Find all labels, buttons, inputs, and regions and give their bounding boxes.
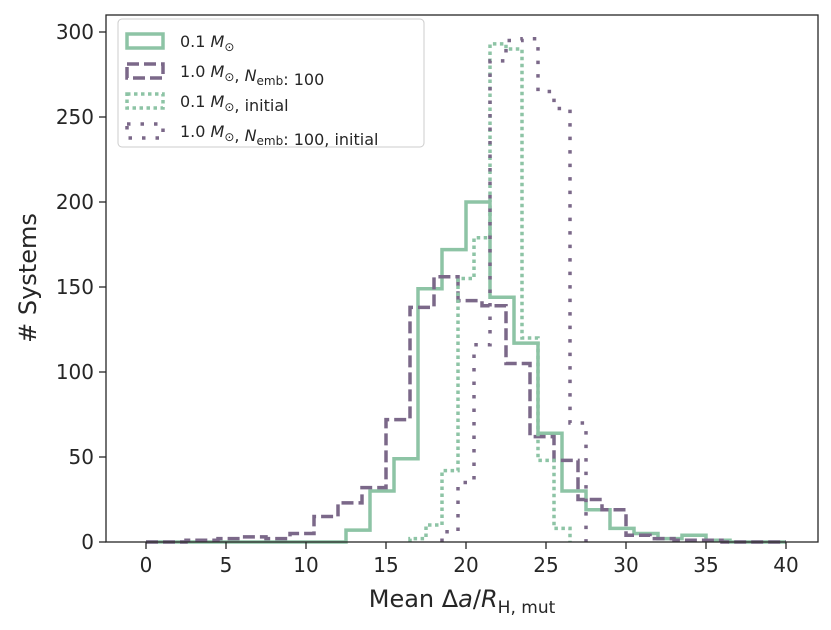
x-tick-label: 25 <box>533 553 558 577</box>
y-axis-label: # Systems <box>14 213 42 343</box>
x-tick-label: 30 <box>613 553 638 577</box>
legend-swatch <box>125 62 165 80</box>
legend: 0.1 M⊙ 1.0 M⊙, Nemb: 100 0.1 M⊙, initial 1.… <box>117 18 425 149</box>
y-tick-label: 200 <box>56 190 94 214</box>
x-tick-label: 10 <box>293 553 318 577</box>
legend-box <box>117 18 425 148</box>
y-tick-label: 300 <box>56 20 94 44</box>
legend-swatch <box>125 92 165 110</box>
y-tick-label: 50 <box>69 445 94 469</box>
y-tick-label: 150 <box>56 275 94 299</box>
histogram-series-3 <box>408 42 572 542</box>
x-tick-label: 0 <box>140 553 153 577</box>
y-tick-label: 100 <box>56 360 94 384</box>
y-tick-label: 0 <box>81 530 94 554</box>
y-tick-label: 250 <box>56 105 94 129</box>
legend-entry-3: 0.1 M⊙, initial <box>180 92 289 115</box>
histogram-series-1 <box>146 200 786 544</box>
legend-entry-1: 0.1 M⊙ <box>180 32 234 54</box>
x-tick-label: 20 <box>453 553 478 577</box>
legend-swatch <box>125 122 165 140</box>
axes-layer <box>105 14 819 543</box>
ticks-layer: 0 5 10 15 20 25 30 35 40 0 50 100 150 200 250 300 <box>56 20 799 577</box>
legend-entry-2: 1.0 M⊙, Nemb: 100 <box>180 62 324 89</box>
histogram-series-2 <box>146 275 786 544</box>
x-axis-label: Mean Δa/RH, mut <box>369 585 556 618</box>
x-tick-label: 40 <box>773 553 798 577</box>
histogram-series-4 <box>440 37 588 542</box>
series-layer <box>146 37 786 544</box>
legend-entry-4: 1.0 M⊙, Nemb: 100, initial <box>180 122 378 149</box>
x-tick-label: 15 <box>373 553 398 577</box>
x-tick-label: 35 <box>693 553 718 577</box>
legend-swatch <box>125 32 165 50</box>
x-tick-label: 5 <box>220 553 233 577</box>
plot-frame <box>105 14 819 543</box>
